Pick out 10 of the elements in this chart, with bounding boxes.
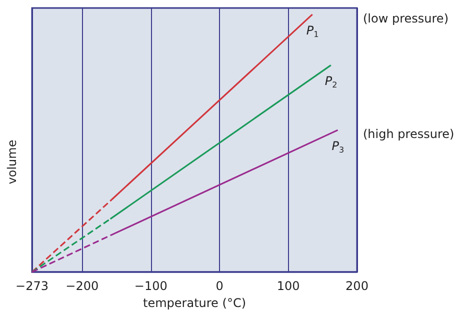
x-tick-label: 200	[346, 279, 368, 293]
x-tick-label: −273	[16, 279, 48, 293]
x-tick-label: −200	[66, 279, 99, 293]
x-tick-label: −100	[134, 279, 168, 293]
text: (low pressure)	[363, 11, 448, 26]
x-tick-label: 100	[276, 279, 300, 293]
x-axis-title: temperature (°C)	[143, 296, 246, 310]
x-tick-label: 0	[216, 279, 224, 293]
y-axis-title: volume	[5, 140, 19, 184]
text: (high pressure)	[363, 127, 454, 142]
